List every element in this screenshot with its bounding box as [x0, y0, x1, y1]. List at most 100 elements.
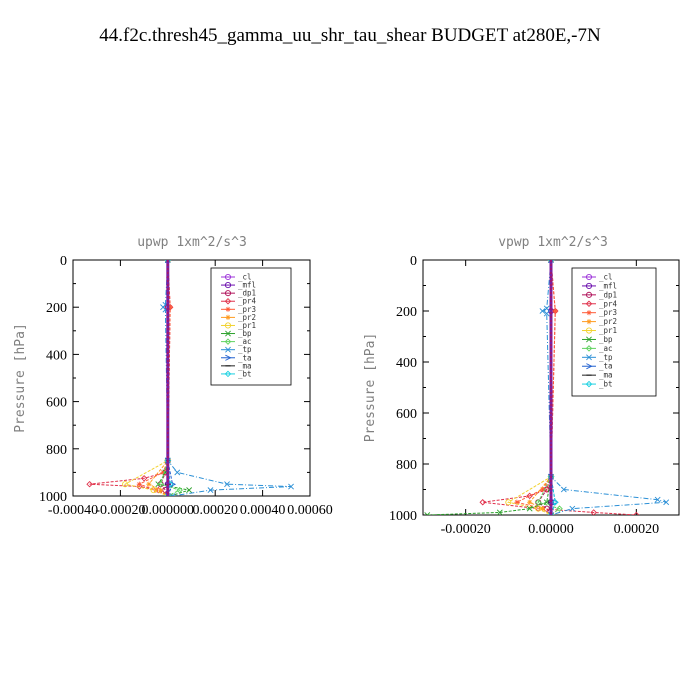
data-point-tp [288, 483, 294, 490]
x-tick-label: -0.00020 [95, 503, 145, 518]
data-point-tp [539, 308, 546, 314]
legend-label: _cl [238, 273, 252, 282]
legend-marker [585, 327, 593, 334]
legend-marker [225, 306, 231, 312]
legend-marker [225, 330, 231, 337]
legend-label: _pr4 [599, 299, 618, 308]
x-tick-label: -0.00040 [48, 503, 98, 518]
data-point-tp [543, 305, 550, 312]
legend-label: _bt [238, 369, 252, 378]
data-point-bp [496, 509, 503, 515]
data-point-pr2 [158, 487, 164, 493]
legend: _cl_mfl_dp1_pr4_pr3_pr2_pr1_bp_ac_tp_ta_… [210, 267, 292, 386]
legend: _cl_mfl_dp1_pr4_pr3_pr2_pr1_bp_ac_tp_ta_… [571, 267, 657, 397]
legend-marker [224, 282, 232, 289]
legend-marker [224, 370, 232, 378]
series-line-tp [162, 260, 292, 496]
legend-label: _ac [599, 344, 613, 353]
data-point-pr1 [150, 487, 157, 494]
series-line-pr1 [123, 260, 169, 496]
x-tick-label: 0.000000 [142, 503, 195, 518]
x-tick-label: 0.00040 [240, 503, 286, 518]
series-group [424, 260, 670, 515]
data-point-ac [176, 486, 183, 494]
data-point-tp [174, 469, 181, 476]
legend-marker [224, 273, 232, 281]
y-tick-label: 200 [46, 301, 67, 316]
data-point-bp [526, 505, 533, 512]
legend-label: _pr3 [599, 308, 617, 317]
legend-marker [225, 354, 232, 361]
legend-label: _pr3 [238, 305, 256, 314]
legend-label: _mfl [238, 281, 256, 290]
legend-label: _pr2 [599, 317, 617, 326]
x-tick-label: 0.00060 [287, 503, 333, 518]
data-point-tp [207, 487, 214, 494]
y-tick-label: 1000 [39, 490, 67, 505]
legend-marker [585, 291, 593, 298]
series-group [86, 260, 294, 496]
data-point-pr2 [539, 506, 546, 512]
legend-label: _pr4 [238, 297, 257, 306]
legend-marker [224, 297, 232, 305]
legend-marker [586, 336, 592, 343]
data-point-ac [157, 480, 164, 488]
y-tick-label: 800 [396, 458, 417, 473]
data-point-ac [534, 499, 542, 506]
data-point-tp [543, 310, 550, 317]
data-point-bt [552, 499, 559, 506]
legend-marker [225, 314, 231, 320]
legend-label: _dp1 [599, 290, 617, 299]
data-point-pr4 [590, 509, 597, 515]
data-point-bt [547, 511, 555, 515]
legend-label: _ta [599, 362, 613, 371]
data-point-tp [654, 496, 661, 503]
series-line-tp [541, 260, 667, 515]
data-point-pr3 [160, 469, 166, 475]
data-point-pr4 [86, 480, 93, 488]
y-tick-label: 1000 [389, 509, 417, 524]
legend-label: _bp [238, 329, 252, 338]
legend-label: _ma [599, 371, 613, 380]
data-point-tp [169, 493, 176, 496]
legend-label: _bt [599, 380, 613, 389]
y-tick-label: 400 [46, 348, 67, 363]
legend-marker [585, 380, 593, 388]
series-line-ac [160, 260, 181, 496]
legend-label: _cl [599, 273, 613, 282]
y-tick-label: 800 [46, 443, 67, 458]
y-axis-label: Pressure [hPa] [363, 333, 378, 443]
x-tick-label: 0.00000 [528, 522, 574, 537]
legend-label: _dp1 [238, 289, 256, 298]
figure-suptitle: 44.f2c.thresh45_gamma_uu_shr_tau_shear B… [99, 25, 601, 46]
data-point-pr3 [552, 308, 558, 314]
data-point-pr3 [514, 499, 520, 505]
y-tick-label: 600 [396, 407, 417, 422]
data-point-pr2 [527, 499, 533, 505]
legend-marker [585, 273, 593, 281]
data-point-pr4 [140, 475, 148, 482]
legend-label: _tp [238, 345, 252, 354]
x-tick-label: 0.00020 [192, 503, 238, 518]
y-axis-label: Pressure [hPa] [13, 323, 28, 433]
data-point-tp [224, 481, 230, 488]
y-tick-label: 400 [396, 356, 417, 371]
legend-marker [224, 290, 232, 297]
y-tick-label: 200 [396, 305, 417, 320]
legend-label: _ma [238, 361, 252, 370]
legend-marker [585, 282, 593, 289]
panel-title: vpwp 1xm^2/s^3 [498, 235, 608, 250]
y-tick-label: 0 [60, 254, 67, 269]
data-point-ta [169, 481, 177, 488]
legend-marker [225, 346, 231, 353]
legend-label: _ta [238, 353, 252, 362]
legend-label: _pr2 [238, 313, 256, 322]
legend-marker [224, 338, 232, 345]
data-point-pr1 [122, 481, 129, 488]
data-point-pr1 [505, 499, 512, 506]
legend-marker [586, 310, 592, 316]
legend-label: _mfl [599, 281, 617, 290]
y-tick-label: 600 [46, 396, 67, 411]
x-tick-label: 0.00020 [614, 522, 660, 537]
data-point-pr3 [136, 481, 142, 487]
